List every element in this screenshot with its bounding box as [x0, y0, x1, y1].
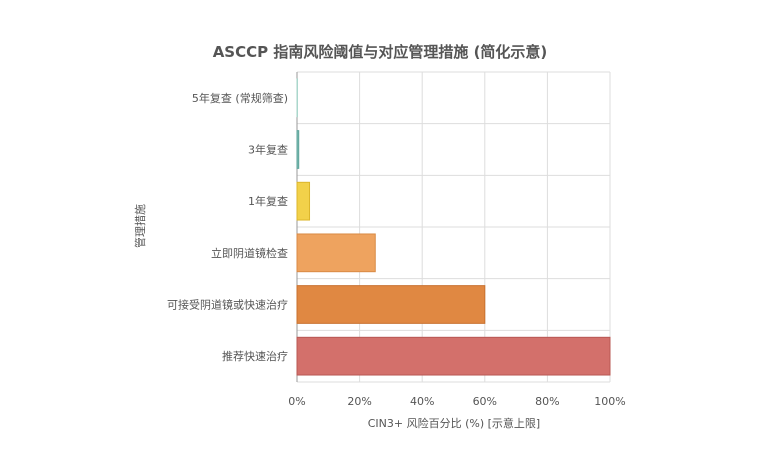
y-tick-layer: 5年复查 (常规筛查) 3年复查 1年复查立即阴道镜检查可接受阴道镜或快速治疗推荐快…: [167, 91, 288, 363]
bar: [296, 181, 311, 221]
x-tick-label: 0%: [288, 395, 305, 408]
grid-layer: [296, 71, 611, 383]
x-tick-layer: 0% 20% 40% 60% 80% 100%: [288, 395, 625, 408]
chart-title: ASCCP 指南风险阈值与对应管理措施 (简化示意): [213, 43, 548, 61]
bar: [296, 285, 486, 324]
x-axis-label: CIN3+ 风险百分比 (%) [示意上限]: [368, 416, 540, 430]
y-tick-label: 立即阴道镜检查: [211, 246, 288, 260]
y-tick-label: 1年复查: [248, 194, 288, 208]
bar-layer: [296, 78, 611, 376]
x-tick-label: 60%: [473, 395, 497, 408]
x-tick-label: 20%: [347, 395, 371, 408]
x-tick-label: 80%: [535, 395, 559, 408]
x-tick-label: 100%: [594, 395, 625, 408]
y-axis-label: 管理措施: [133, 204, 147, 248]
bar: [296, 130, 300, 169]
bar: [296, 336, 611, 376]
bar: [296, 233, 376, 273]
y-tick-label: 可接受阴道镜或快速治疗: [167, 298, 288, 312]
y-tick-label: 3年复查: [248, 143, 288, 157]
y-tick-label: 推荐快速治疗: [222, 349, 288, 363]
x-tick-label: 40%: [410, 395, 434, 408]
y-tick-label: 5年复查 (常规筛查): [192, 91, 288, 105]
